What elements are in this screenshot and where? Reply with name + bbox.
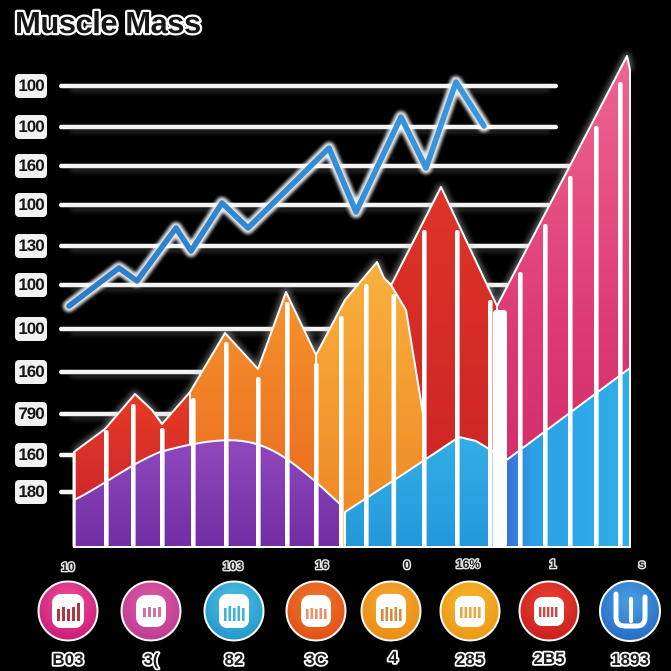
svg-text:Muscle Mass: Muscle Mass xyxy=(15,5,201,40)
svg-text:16%: 16% xyxy=(456,557,480,571)
svg-text:82: 82 xyxy=(225,650,244,669)
svg-text:160: 160 xyxy=(18,445,44,464)
svg-text:100: 100 xyxy=(18,117,44,136)
svg-text:s: s xyxy=(639,557,646,571)
svg-text:1893: 1893 xyxy=(611,650,649,669)
svg-text:100: 100 xyxy=(18,195,44,214)
svg-text:1: 1 xyxy=(550,557,557,571)
svg-text:B03: B03 xyxy=(52,650,83,669)
svg-text:100: 100 xyxy=(18,275,44,294)
svg-text:100: 100 xyxy=(18,319,44,338)
svg-text:10: 10 xyxy=(61,560,75,574)
svg-text:180: 180 xyxy=(18,482,44,501)
svg-text:130: 130 xyxy=(18,236,44,255)
svg-text:2B5: 2B5 xyxy=(533,649,564,668)
svg-text:3C: 3C xyxy=(305,650,327,669)
svg-text:4: 4 xyxy=(388,648,398,667)
svg-text:790: 790 xyxy=(18,404,44,423)
svg-text:160: 160 xyxy=(18,362,44,381)
svg-text:3(: 3( xyxy=(143,650,158,669)
svg-text:16: 16 xyxy=(315,558,329,572)
svg-text:160: 160 xyxy=(18,156,44,175)
svg-text:0: 0 xyxy=(404,558,411,572)
svg-text:103: 103 xyxy=(223,559,243,573)
svg-text:285: 285 xyxy=(456,650,484,669)
svg-text:100: 100 xyxy=(18,76,44,95)
